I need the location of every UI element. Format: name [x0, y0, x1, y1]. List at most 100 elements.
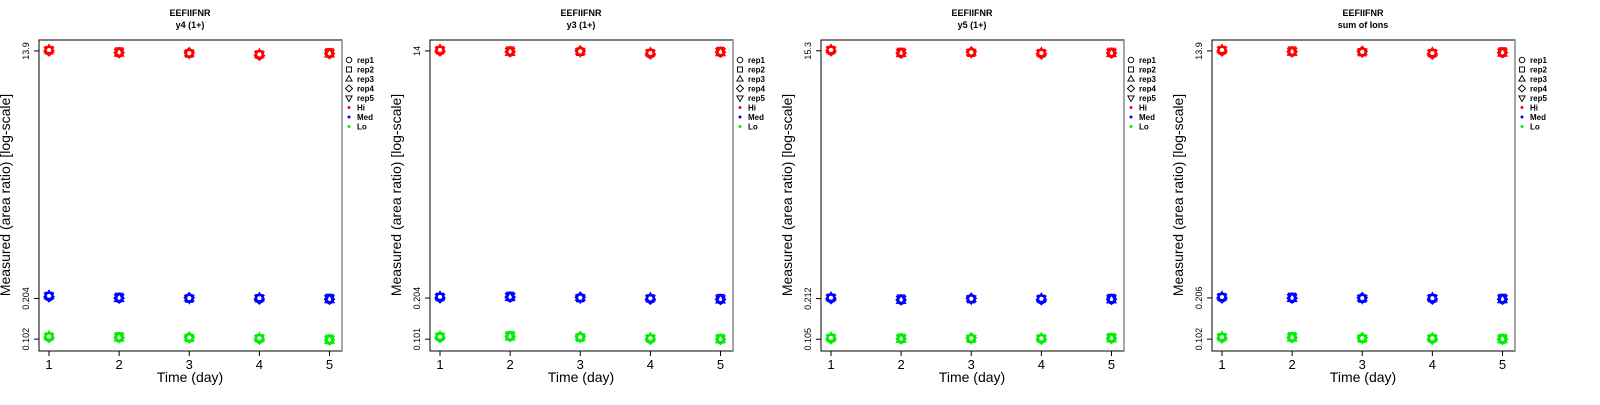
point-med-rep3: [1356, 291, 1368, 302]
x-axis-label: Time (day): [548, 369, 614, 385]
legend-symbol: [737, 66, 743, 73]
square-icon: [1128, 66, 1134, 73]
legend-symbol: [346, 66, 352, 73]
point-hi-rep5: [644, 49, 656, 60]
panel-3: EEFIIFNR y5 (1+) 1 2 3 4 5 Time (day) 0.105 0.212…: [779, 8, 1156, 385]
point-lo-rep3: [183, 330, 195, 341]
point-med-rep5: [825, 294, 837, 305]
x-tick-label: 1: [1218, 357, 1225, 372]
legend-symbol: [1127, 74, 1135, 82]
legend-color-dot: [1520, 125, 1524, 128]
point-hi-rep5: [183, 49, 195, 60]
legend-symbol: [345, 95, 353, 103]
y-axis-label: Measured (area ratio) [log-scale]: [388, 94, 404, 296]
point-lo-rep5: [323, 335, 336, 346]
square-icon: [737, 66, 743, 73]
legend-symbol: [1518, 95, 1526, 103]
panel-2: EEFIIFNR y3 (1+) 1 2 3 4 5 Time (day) 0.101 0.204…: [388, 8, 765, 385]
legend-label: rep3: [1139, 75, 1156, 84]
x-tick-label: 2: [898, 357, 905, 372]
point-med-rep5: [43, 292, 55, 303]
legend-label: rep3: [1530, 75, 1547, 84]
x-tick-label: 3: [968, 357, 975, 372]
legend-label: rep1: [357, 56, 374, 65]
plot-frame: [429, 39, 734, 352]
legend-color-dot: [1129, 115, 1133, 119]
legend-symbol: [736, 74, 744, 82]
legend-label: Hi: [357, 104, 365, 113]
legend-color-dot: [347, 115, 351, 119]
point-med-rep5: [1216, 293, 1228, 304]
point-med-rep3: [574, 291, 586, 302]
legend-label: rep4: [748, 85, 765, 94]
legend-label: rep5: [1139, 94, 1156, 103]
plot-frame: [38, 39, 343, 352]
point-med-rep5: [1426, 294, 1438, 305]
point-hi-rep5: [504, 47, 516, 58]
point-hi-rep5: [965, 49, 977, 60]
point-hi-rep5: [434, 46, 446, 57]
panel-1: EEFIIFNR y4 (1+) 1 2 3 4 5 Time (day) 0.102 0.204…: [0, 8, 374, 385]
point-lo-rep5: [1426, 335, 1438, 346]
legend-symbol: [735, 84, 745, 93]
point-lo-rep3: [1356, 331, 1368, 342]
circle-icon: [345, 56, 353, 64]
y-tick-label: 0.204: [412, 287, 422, 310]
point-lo-rep3: [574, 330, 586, 341]
point-lo-rep5: [965, 335, 977, 346]
legend-label: rep2: [357, 66, 374, 75]
y-tick-label: 0.206: [1194, 287, 1204, 310]
y-axis-label: Measured (area ratio) [log-scale]: [0, 94, 13, 296]
legend-label: Lo: [1139, 123, 1149, 132]
legend-color-dot: [347, 106, 351, 109]
square-icon: [1519, 66, 1525, 73]
y-tick-label: 13.9: [1194, 42, 1204, 60]
legend-color-dot: [738, 115, 742, 119]
legend-label: rep3: [357, 75, 374, 84]
legend-label: rep2: [1530, 66, 1547, 75]
legend-symbol: [1518, 74, 1526, 82]
triangle-down-icon: [736, 95, 744, 103]
triangle-up-icon: [1518, 74, 1526, 82]
point-hi-rep5: [1356, 48, 1368, 59]
point-lo-rep5: [574, 333, 586, 344]
x-tick-label: 5: [717, 357, 724, 372]
legend-color-dot: [1129, 125, 1133, 128]
legend-color-dot: [1129, 106, 1133, 109]
legend-symbol: [344, 84, 354, 93]
point-med-rep5: [1035, 295, 1047, 306]
panel-4: EEFIIFNR sum of Ions 1 2 3 4 5 Time (day) 0.102 0…: [1170, 8, 1547, 385]
diamond-icon: [344, 84, 354, 93]
legend-symbol: [1519, 66, 1525, 73]
point-hi-rep3: [965, 45, 977, 56]
x-tick-label: 2: [507, 357, 514, 372]
point-med-rep5: [504, 293, 516, 304]
legend-label: Lo: [1530, 123, 1540, 132]
x-tick-label: 1: [827, 357, 834, 372]
legend-label: Hi: [748, 104, 756, 113]
x-tick-label: 2: [1289, 357, 1296, 372]
point-med-rep5: [183, 294, 195, 305]
point-lo-rep5: [714, 335, 727, 346]
point-med-rep5: [323, 295, 336, 306]
legend-color-dot: [1520, 106, 1524, 109]
x-tick-label: 5: [326, 357, 333, 372]
y-tick-label: 0.204: [21, 287, 31, 310]
point-hi-rep5: [253, 51, 265, 62]
legend-symbol: [1127, 56, 1135, 64]
legend-label: rep1: [1139, 56, 1156, 65]
x-axis-label: Time (day): [157, 369, 223, 385]
legend-label: Lo: [357, 123, 367, 132]
point-hi-rep5: [1496, 48, 1509, 59]
y-tick-label: 0.212: [803, 287, 813, 310]
point-lo-rep5: [504, 332, 516, 343]
chart-title: EEFIIFNR: [951, 8, 993, 18]
point-med-rep5: [1496, 295, 1509, 306]
point-med-rep3: [183, 291, 195, 302]
point-hi-rep5: [1216, 46, 1228, 57]
point-med-rep5: [965, 295, 977, 306]
legend-symbol: [1127, 95, 1135, 103]
legend-label: rep4: [357, 85, 374, 94]
y-tick-label: 0.102: [21, 328, 31, 351]
plot-frame: [1211, 39, 1516, 352]
